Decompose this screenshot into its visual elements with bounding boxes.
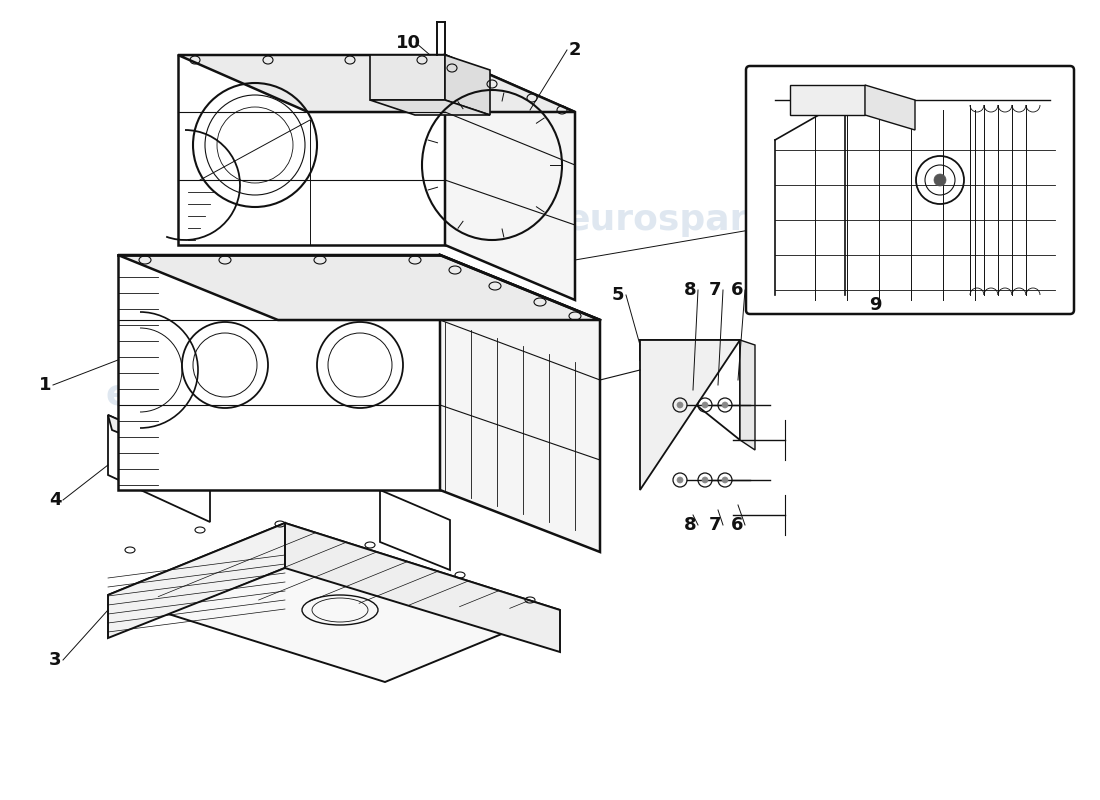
Text: 3: 3 [48, 651, 62, 669]
Polygon shape [108, 523, 285, 638]
Text: 7: 7 [708, 281, 722, 299]
Text: 6: 6 [730, 516, 744, 534]
Polygon shape [640, 340, 740, 440]
Text: 8: 8 [684, 281, 696, 299]
Polygon shape [446, 55, 490, 115]
Text: 8: 8 [684, 516, 696, 534]
Polygon shape [379, 490, 450, 570]
Polygon shape [178, 55, 575, 112]
Text: 2: 2 [569, 41, 581, 59]
Text: 9: 9 [869, 296, 881, 314]
FancyBboxPatch shape [746, 66, 1074, 314]
Text: 10: 10 [396, 34, 420, 52]
Ellipse shape [934, 174, 946, 186]
Polygon shape [640, 340, 740, 490]
Polygon shape [865, 85, 915, 130]
Polygon shape [118, 255, 600, 320]
Ellipse shape [702, 477, 708, 483]
Text: 7: 7 [708, 516, 722, 534]
Ellipse shape [722, 402, 728, 408]
Text: 1: 1 [39, 376, 52, 394]
Polygon shape [446, 55, 575, 300]
Text: eurospares: eurospares [565, 203, 794, 237]
Polygon shape [370, 100, 490, 115]
Polygon shape [285, 523, 560, 652]
Ellipse shape [676, 402, 683, 408]
Ellipse shape [702, 402, 708, 408]
Polygon shape [440, 255, 600, 552]
Text: eurospares: eurospares [106, 378, 334, 412]
Polygon shape [108, 415, 210, 522]
Ellipse shape [722, 477, 728, 483]
Polygon shape [118, 255, 440, 490]
Polygon shape [790, 85, 865, 115]
Text: 4: 4 [48, 491, 62, 509]
Polygon shape [370, 55, 446, 100]
Text: 6: 6 [730, 281, 744, 299]
Polygon shape [108, 523, 560, 682]
Text: 5: 5 [612, 286, 625, 304]
Polygon shape [740, 340, 755, 450]
Ellipse shape [676, 477, 683, 483]
Polygon shape [178, 55, 446, 245]
Polygon shape [108, 415, 222, 475]
